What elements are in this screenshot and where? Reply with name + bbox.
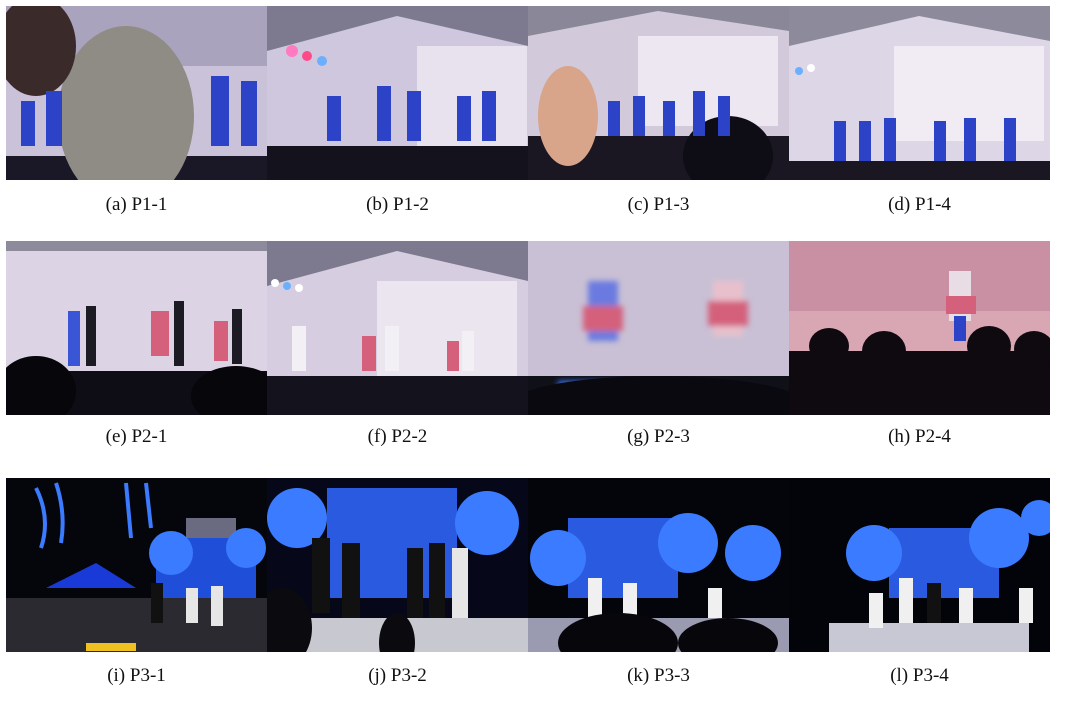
caption: (f) P2-2 [367,426,428,447]
stage-photo [6,241,267,415]
caption: (b) P1-2 [366,194,429,215]
stage-photo [528,241,789,415]
stage-photo [528,6,789,180]
photo-p2-3 [528,241,789,415]
photo-p3-2 [267,478,528,652]
stage-photo [789,6,1050,180]
concert-photo [6,478,267,652]
caption: (h) P2-4 [888,426,951,447]
caption: (c) P1-3 [627,194,690,215]
photo-p2-1 [6,241,267,415]
photo-p3-4 [789,478,1050,652]
caption: (l) P3-4 [890,665,949,686]
caption: (j) P3-2 [368,665,427,686]
photo-p3-1 [6,478,267,652]
caption: (a) P1-1 [105,194,168,215]
caption: (i) P3-1 [107,665,166,686]
stage-photo [789,241,1050,415]
stage-photo [267,241,528,415]
photo-p3-3 [528,478,789,652]
concert-photo [789,478,1050,652]
concert-photo [267,478,528,652]
stage-photo [6,6,267,180]
caption: (g) P2-3 [627,426,690,447]
photo-p2-4 [789,241,1050,415]
photo-p1-2 [267,6,528,180]
photo-p1-4 [789,6,1050,180]
caption: (d) P1-4 [888,194,951,215]
stage-photo [267,6,528,180]
photo-p2-2 [267,241,528,415]
caption: (k) P3-3 [627,665,690,686]
photo-p1-1 [6,6,267,180]
concert-photo [528,478,789,652]
photo-p1-3 [528,6,789,180]
caption: (e) P2-1 [105,426,168,447]
